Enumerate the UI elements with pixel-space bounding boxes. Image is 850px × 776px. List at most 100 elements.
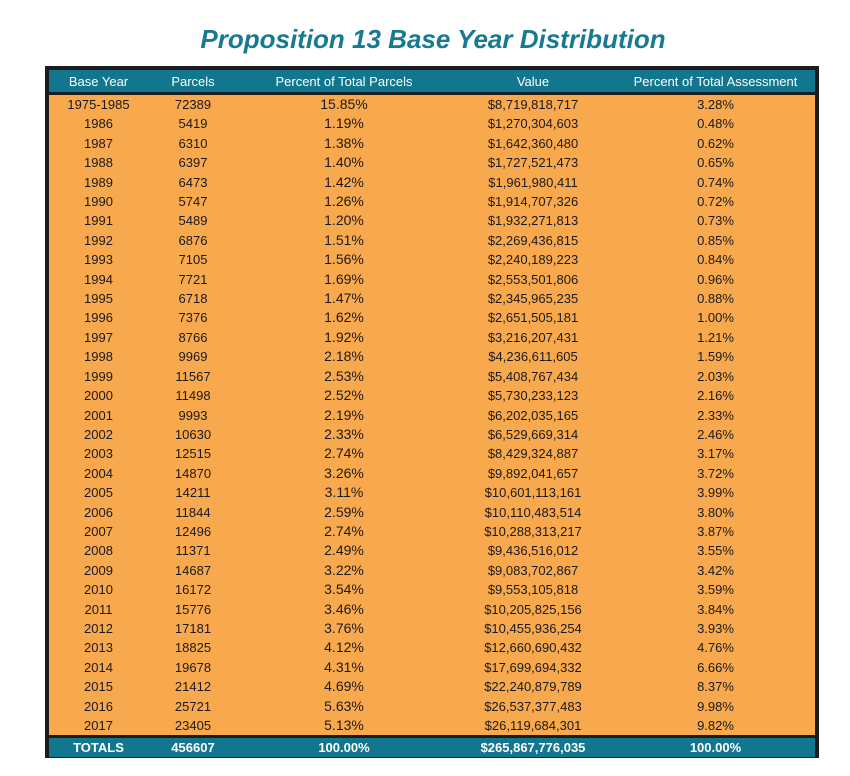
base-year-cell: 2007 <box>84 523 113 539</box>
value-cell: $4,236,611,605 <box>488 349 578 365</box>
base-year-cell: 2008 <box>84 543 113 559</box>
value-cell: $2,240,189,223 <box>487 252 579 268</box>
parcels-cell: 9993 <box>178 407 208 423</box>
percent-parcels-cell: 2.53% <box>324 367 364 384</box>
percent-parcels-cell: 1.69% <box>324 270 364 287</box>
parcels-cell: 11371 <box>175 543 211 559</box>
parcels-cell: 6310 <box>178 135 208 151</box>
parcels-cell: 7721 <box>178 271 208 287</box>
percent-parcels-cell: 1.19% <box>324 115 364 132</box>
percent-assessment-cell: 3.87% <box>697 523 734 539</box>
column-header-percent-assessment: Percent of Total Assessment <box>616 70 815 95</box>
value-cell: $2,553,501,806 <box>487 271 579 287</box>
value-cell: $1,961,980,411 <box>488 174 578 190</box>
table-row: 1995 6718 1.47% $2,345,965,235 0.88% <box>49 289 815 308</box>
table-row: 2003 12515 2.74% $8,429,324,887 3.17% <box>49 444 815 463</box>
parcels-cell: 15776 <box>174 601 212 617</box>
parcels-cell: 18825 <box>174 640 212 656</box>
value-cell: $22,240,879,789 <box>484 679 582 695</box>
percent-parcels-cell: 2.59% <box>324 503 364 520</box>
percent-parcels-cell: 1.51% <box>324 231 364 248</box>
percent-parcels-cell: 1.42% <box>324 173 364 190</box>
base-year-cell: 2014 <box>84 659 113 675</box>
percent-assessment-cell: 9.98% <box>697 698 734 714</box>
percent-assessment-cell: 3.28% <box>697 97 734 112</box>
base-year-cell: 1986 <box>84 116 113 132</box>
percent-parcels-cell: 3.11% <box>324 484 364 501</box>
base-year-cell: 2002 <box>84 426 113 442</box>
table-row: 2010 16172 3.54% $9,553,105,818 3.59% <box>49 580 815 599</box>
percent-assessment-cell: 8.37% <box>697 679 734 695</box>
table-row: 2016 25721 5.63% $26,537,377,483 9.98% <box>49 697 815 716</box>
percent-assessment-cell: 0.84% <box>697 252 734 268</box>
percent-parcels-cell: 2.18% <box>324 348 364 365</box>
table-body-area: Base Year Parcels Percent of Total Parce… <box>49 70 815 758</box>
table-row: 2011 15776 3.46% $10,205,825,156 3.84% <box>49 600 815 619</box>
percent-assessment-cell: 4.76% <box>697 640 734 656</box>
percent-assessment-cell: 0.85% <box>697 232 734 248</box>
percent-assessment-cell: 1.59% <box>697 349 734 365</box>
base-year-cell: 2017 <box>84 718 113 733</box>
parcels-cell: 14211 <box>175 485 211 501</box>
parcels-cell: 5747 <box>178 194 208 210</box>
percent-parcels-cell: 1.62% <box>324 309 364 326</box>
parcels-cell: 8766 <box>178 329 208 345</box>
table-row: 2007 12496 2.74% $10,288,313,217 3.87% <box>49 522 815 541</box>
value-cell: $2,651,505,181 <box>487 310 579 326</box>
parcels-cell: 14687 <box>174 562 212 578</box>
percent-assessment-cell: 6.66% <box>697 659 734 675</box>
table-row: 1989 6473 1.42% $1,961,980,411 0.74% <box>49 173 815 192</box>
totals-value: $265,867,776,035 <box>450 735 616 758</box>
percent-assessment-cell: 1.00% <box>697 310 734 326</box>
table-row: 2008 11371 2.49% $9,436,516,012 3.55% <box>49 541 815 560</box>
parcels-cell: 9969 <box>178 349 208 365</box>
base-year-cell: 2013 <box>84 640 113 656</box>
percent-parcels-cell: 1.47% <box>324 290 364 307</box>
base-year-cell: 2012 <box>84 620 113 636</box>
table-frame: Base Year Parcels Percent of Total Parce… <box>45 66 819 758</box>
parcels-cell: 12496 <box>174 523 212 539</box>
percent-parcels-cell: 4.12% <box>324 639 364 656</box>
base-year-cell: 2016 <box>84 698 113 714</box>
parcels-cell: 5489 <box>178 213 208 229</box>
table-row: 2009 14687 3.22% $9,083,702,867 3.42% <box>49 561 815 580</box>
value-cell: $2,345,965,235 <box>487 291 579 307</box>
value-cell: $10,110,483,514 <box>484 504 582 520</box>
percent-parcels-cell: 2.52% <box>324 387 364 404</box>
value-cell: $9,436,516,012 <box>487 543 579 559</box>
value-cell: $10,205,825,156 <box>484 601 582 617</box>
percent-parcels-cell: 3.76% <box>324 619 364 636</box>
table-row: 1991 5489 1.20% $1,932,271,813 0.73% <box>49 211 815 230</box>
table-row: 1987 6310 1.38% $1,642,360,480 0.62% <box>49 134 815 153</box>
table-row: 2012 17181 3.76% $10,455,936,254 3.93% <box>49 619 815 638</box>
parcels-cell: 16172 <box>174 582 212 598</box>
base-year-cell: 1996 <box>84 310 113 326</box>
table-row: 1993 7105 1.56% $2,240,189,223 0.84% <box>49 250 815 269</box>
base-year-cell: 2015 <box>84 679 113 695</box>
value-cell: $1,642,360,480 <box>487 135 579 151</box>
percent-assessment-cell: 0.48% <box>697 116 734 132</box>
base-year-cell: 1989 <box>84 174 113 190</box>
percent-parcels-cell: 5.13% <box>324 717 364 733</box>
percent-parcels-cell: 1.38% <box>324 134 364 151</box>
percent-parcels-cell: 3.54% <box>324 581 364 598</box>
base-year-cell: 2005 <box>84 485 113 501</box>
table-header-row: Base Year Parcels Percent of Total Parce… <box>49 70 815 95</box>
totals-percent-assessment: 100.00% <box>616 735 815 758</box>
parcels-cell: 7105 <box>178 252 208 268</box>
value-cell: $10,455,936,254 <box>484 620 582 636</box>
percent-assessment-cell: 9.82% <box>697 718 734 733</box>
value-cell: $6,202,035,165 <box>487 407 579 423</box>
percent-assessment-cell: 3.93% <box>697 620 734 636</box>
base-year-cell: 2003 <box>84 446 113 462</box>
percent-assessment-cell: 0.65% <box>697 155 734 171</box>
table-row: 2015 21412 4.69% $22,240,879,789 8.37% <box>49 677 815 696</box>
parcels-cell: 25721 <box>174 698 212 714</box>
percent-assessment-cell: 0.96% <box>697 271 734 287</box>
parcels-cell: 21412 <box>174 679 212 695</box>
totals-percent-parcels: 100.00% <box>238 735 450 758</box>
base-year-cell: 2011 <box>84 601 113 617</box>
parcels-cell: 23405 <box>174 718 212 733</box>
percent-parcels-cell: 5.63% <box>324 697 364 714</box>
table-row: 1992 6876 1.51% $2,269,436,815 0.85% <box>49 231 815 250</box>
